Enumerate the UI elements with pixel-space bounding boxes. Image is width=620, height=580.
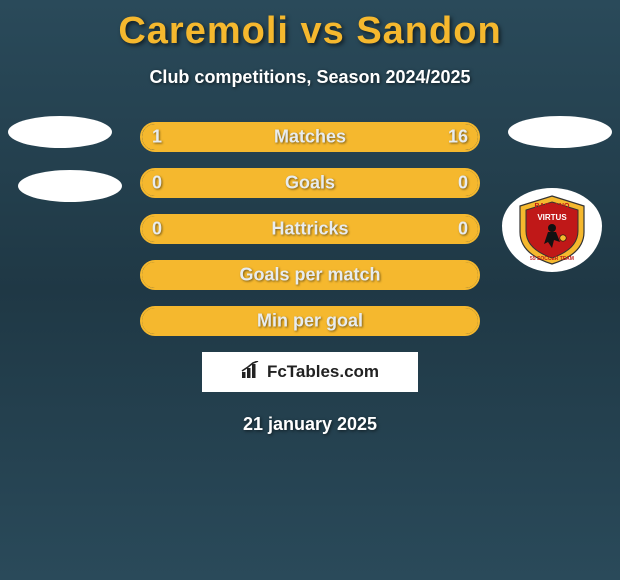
player-avatar-left [8,116,112,148]
badge-bottom-text: 55 SOCCER TEAM [530,256,574,262]
avatar-placeholder-icon [8,116,112,148]
stat-row-min-per-goal: Min per goal [140,306,480,336]
stats-container: BASSANO VIRTUS 55 SOCCER TEAM 1 16 Match… [0,122,620,435]
fctables-branding[interactable]: FcTables.com [202,352,418,392]
stat-label: Goals [285,173,335,194]
stat-row-goals-per-match: Goals per match [140,260,480,290]
shield-icon: BASSANO VIRTUS 55 SOCCER TEAM [516,194,588,266]
stat-label: Min per goal [257,311,363,332]
stat-right-value: 16 [448,127,468,148]
avatar-placeholder-icon [508,116,612,148]
bassano-badge-icon: BASSANO VIRTUS 55 SOCCER TEAM [502,188,602,272]
team-badge-right: BASSANO VIRTUS 55 SOCCER TEAM [502,188,602,272]
badge-mid-text: VIRTUS [537,213,567,222]
stat-right-value: 0 [458,219,468,240]
stat-label: Goals per match [239,265,380,286]
stat-left-value: 0 [152,219,162,240]
page-title: Caremoli vs Sandon [0,0,620,53]
page-subtitle: Club competitions, Season 2024/2025 [0,67,620,88]
stat-label: Hattricks [271,219,348,240]
stat-row-hattricks: 0 0 Hattricks [140,214,480,244]
badge-top-text: BASSANO [534,203,570,210]
stat-left-value: 0 [152,173,162,194]
player-avatar-right [508,116,612,148]
stat-row-matches: 1 16 Matches [140,122,480,152]
branding-label: FcTables.com [267,362,379,382]
stat-left-value: 1 [152,127,162,148]
bar-chart-icon [241,361,261,384]
footer-date: 21 january 2025 [0,414,620,435]
stat-row-goals: 0 0 Goals [140,168,480,198]
team-badge-left [18,170,122,202]
stat-label: Matches [274,127,346,148]
stat-right-value: 0 [458,173,468,194]
